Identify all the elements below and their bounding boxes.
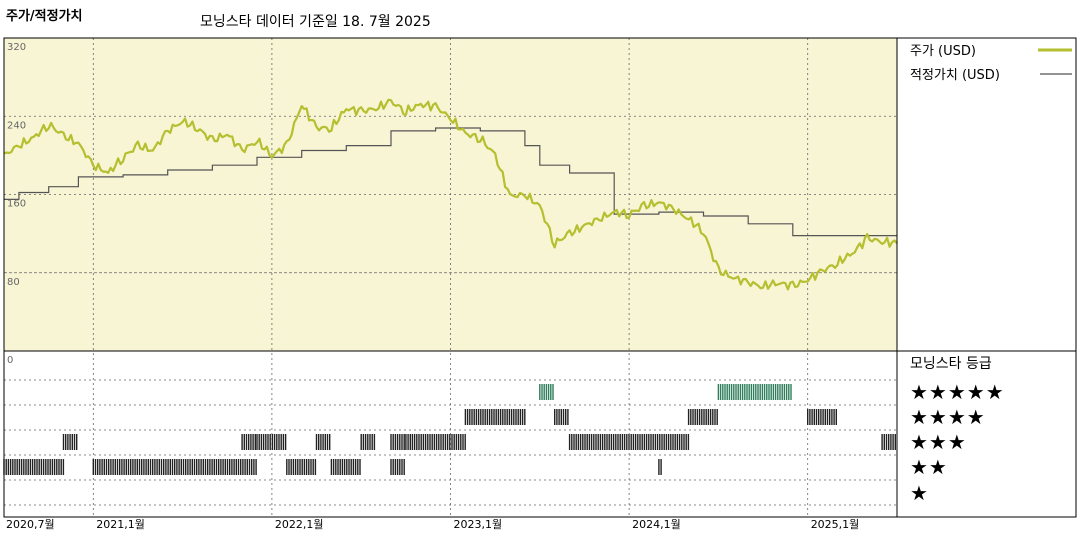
axis-ticks: 320 240 160 80 0 2020,7월 2021,1월 2022,1월 2023,1월… xyxy=(6,42,859,531)
rating-bar-2-star xyxy=(390,459,405,475)
rating-bar-4-star xyxy=(807,409,837,425)
price-line xyxy=(3,98,898,291)
rating-bar-3-star xyxy=(360,434,376,450)
rating-bar-2-star xyxy=(3,459,65,475)
y-tick-label: 80 xyxy=(7,277,20,288)
rating-bar-3-star xyxy=(390,434,405,450)
x-tick-label: 2023,1월 xyxy=(454,518,503,531)
rating-bar-3-star xyxy=(241,434,257,450)
rating-bar-2-star xyxy=(330,459,361,475)
x-tick-label: 2021,1월 xyxy=(96,518,145,531)
rating-bar-4-star xyxy=(687,409,718,425)
rating-row-5-stars: ★★★★★ xyxy=(910,380,1005,404)
y-tick-label: 240 xyxy=(7,120,26,131)
y-tick-label: 0 xyxy=(7,355,13,366)
rating-row-4-stars: ★★★★ xyxy=(910,405,986,429)
chart-frame xyxy=(3,37,1077,518)
rating-row-1-star: ★ xyxy=(910,481,929,505)
rating-row-2-stars: ★★ xyxy=(910,455,948,479)
rating-bar-3-star xyxy=(315,434,331,450)
rating-bar-3-star xyxy=(405,434,466,450)
rating-bar-4-star xyxy=(464,409,526,425)
rating-bar-3-star xyxy=(881,434,896,450)
rating-bar-5-star xyxy=(717,384,792,400)
legend-price-label: 주가 (USD) xyxy=(910,44,976,59)
rating-bar-2-star xyxy=(658,459,662,475)
x-tick-label: 2022,1월 xyxy=(275,518,324,531)
rating-bar-2-star xyxy=(92,459,257,475)
rating-bars xyxy=(3,384,896,475)
rating-bar-4-star xyxy=(554,409,569,425)
y-tick-label: 160 xyxy=(7,199,26,210)
x-tick-label: 2025,1월 xyxy=(811,518,860,531)
rating-bar-5-star xyxy=(539,384,554,400)
fair-value-line xyxy=(4,127,897,237)
x-tick-label: 2024,1월 xyxy=(632,518,681,531)
chart-title: 주가/적정가치 xyxy=(6,8,83,24)
legend: 주가 (USD) 적정가치 (USD) 모닝스타 등급 ★★★★★ ★★★★ ★… xyxy=(910,44,1072,505)
y-tick-label: 320 xyxy=(7,42,26,53)
rating-row-3-stars: ★★★ xyxy=(910,430,967,454)
rating-bar-2-star xyxy=(286,459,317,475)
rating-bar-3-star xyxy=(568,434,690,450)
x-tick-label: 2020,7월 xyxy=(6,518,55,531)
rating-title: 모닝스타 등급 xyxy=(910,356,992,372)
rating-bar-3-star xyxy=(256,434,287,450)
grid-lines xyxy=(4,38,897,517)
chart-subtitle: 모닝스타 데이터 기준일 18. 7월 2025 xyxy=(200,14,431,30)
legend-fair-value-label: 적정가치 (USD) xyxy=(910,68,1000,83)
rating-bar-3-star xyxy=(62,434,78,450)
